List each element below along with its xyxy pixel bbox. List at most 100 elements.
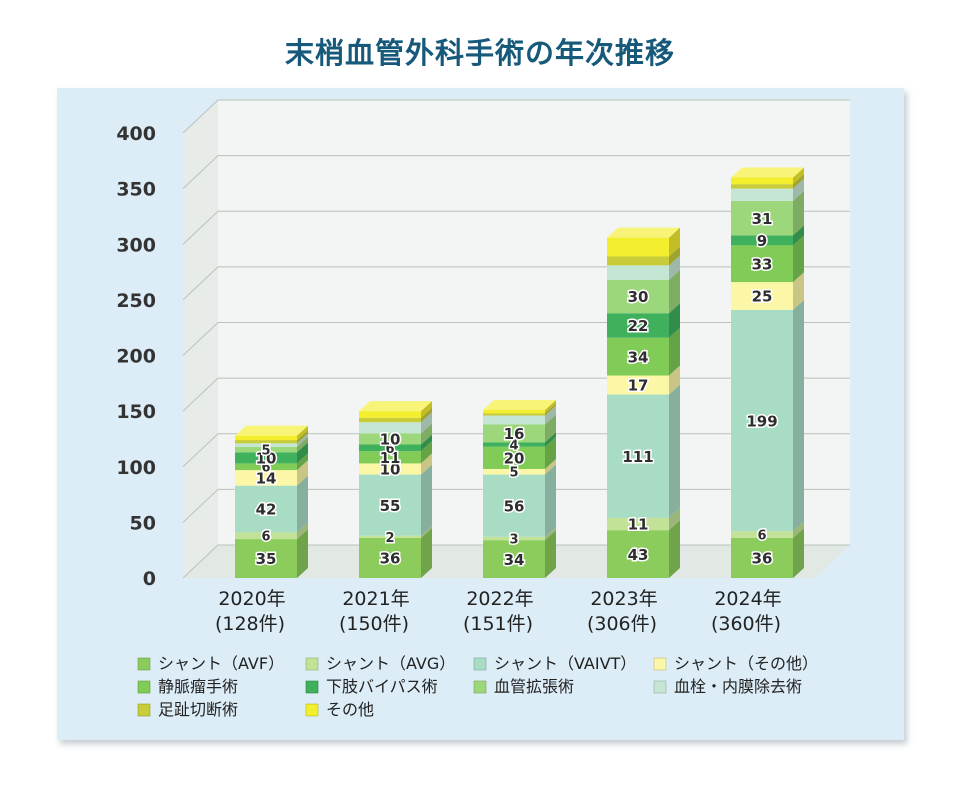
bar-segment — [359, 474, 421, 536]
bar-segment — [731, 184, 793, 189]
bar-segment — [607, 517, 669, 531]
data-label: 10 — [380, 461, 401, 479]
bar-segment-side — [545, 530, 556, 578]
data-label: 10 — [256, 450, 277, 468]
bar-segment — [607, 530, 669, 578]
bar-segment-side — [669, 507, 680, 531]
data-label: 11 — [628, 516, 649, 534]
bar-segment — [359, 535, 421, 538]
bar-segment — [235, 485, 297, 533]
legend-item: その他 — [305, 700, 374, 719]
bar-segment-side — [669, 303, 680, 338]
data-label: 34 — [504, 551, 525, 569]
bar-segment — [483, 536, 545, 541]
bar-top — [235, 425, 308, 436]
bar-segment — [731, 200, 793, 236]
legend-label: その他 — [326, 700, 374, 719]
y-tick-label: 350 — [116, 179, 156, 201]
legend-label: 下肢バイパス術 — [326, 677, 438, 696]
bar-segment-side — [545, 405, 556, 425]
x-total-label: (128件) — [215, 613, 285, 635]
bar-segment — [483, 540, 545, 578]
bar-segment-side — [669, 227, 680, 257]
bar-segment — [483, 474, 545, 537]
legend-item: シャント（その他） — [653, 654, 818, 673]
x-tick-label: 2023年 — [590, 588, 657, 610]
bar-segment — [607, 394, 669, 518]
legend-item: 足趾切断術 — [137, 700, 238, 719]
bar-segment — [235, 435, 297, 441]
bar-segment — [483, 410, 545, 414]
bar-segment — [359, 411, 421, 418]
x-total-label: (151件) — [463, 613, 533, 635]
bar-segment — [607, 279, 669, 314]
bar-top — [483, 400, 556, 411]
bar-segment — [359, 433, 421, 445]
x-tick-label: 2021年 — [342, 588, 409, 610]
bar-segment-side — [421, 434, 432, 452]
bar-segment-side — [545, 403, 556, 416]
bar-segment-side — [297, 529, 308, 578]
legend-item: 血管拡張術 — [473, 677, 574, 696]
bar-segment-side — [545, 400, 556, 414]
x-tick-label: 2020年 — [218, 588, 285, 610]
bar-segment — [731, 235, 793, 246]
data-label: 36 — [752, 550, 773, 568]
bar-segment — [235, 470, 297, 486]
legend-label: シャント（AVG） — [326, 654, 455, 673]
legend-item: 血栓・内膜除去術 — [653, 677, 802, 696]
bar-segment — [483, 424, 545, 443]
bar-segment — [483, 413, 545, 416]
data-label: 14 — [256, 470, 277, 488]
bar-segment-side — [669, 384, 680, 518]
data-label: 9 — [757, 232, 767, 250]
legend-swatch — [137, 657, 151, 671]
legend-item: 静脈瘤手術 — [137, 677, 238, 696]
bar-segment-side — [669, 365, 680, 395]
bar-segment-side — [297, 475, 308, 533]
bar-segment-side — [793, 167, 804, 185]
bar-segment-side — [545, 432, 556, 447]
bar-segment-side — [793, 190, 804, 236]
bar-segment — [235, 440, 297, 444]
data-label: 30 — [628, 288, 649, 306]
bar-segment-side — [421, 401, 432, 418]
bar-segment — [359, 417, 421, 423]
bar-segment-side — [421, 464, 432, 536]
bar-segment-side — [297, 425, 308, 441]
bar-segment — [235, 463, 297, 471]
data-label: 22 — [628, 317, 649, 335]
bar-segment-side — [297, 442, 308, 464]
data-label: 6 — [385, 442, 394, 457]
legend-swatch — [473, 680, 487, 694]
x-total-label: (150件) — [339, 613, 409, 635]
bar-segment-side — [545, 526, 556, 541]
y-tick-label: 150 — [116, 401, 156, 423]
bar-segment — [731, 282, 793, 310]
gridline — [182, 99, 850, 134]
bar-segment — [607, 375, 669, 395]
legend-label: シャント（AVF） — [158, 654, 284, 673]
x-tick-label: 2024年 — [714, 588, 781, 610]
data-label: 20 — [504, 450, 525, 468]
bar-segment-side — [421, 441, 432, 464]
bar-segment-side — [297, 433, 308, 447]
legend-item: シャント（AVF） — [137, 654, 284, 673]
legend-swatch — [305, 657, 319, 671]
data-label: 56 — [504, 497, 525, 515]
bar-segment-side — [421, 423, 432, 445]
bar-top — [731, 167, 804, 178]
bar-segment-side — [669, 327, 680, 376]
bar-segment — [235, 539, 297, 578]
bar-segment-side — [421, 453, 432, 475]
bar-segment-side — [297, 436, 308, 453]
bar-segment — [483, 442, 545, 447]
legend-label: シャント（その他） — [674, 654, 818, 673]
data-label: 34 — [628, 348, 649, 366]
gridline — [182, 155, 850, 189]
bar-segment-side — [793, 225, 804, 246]
